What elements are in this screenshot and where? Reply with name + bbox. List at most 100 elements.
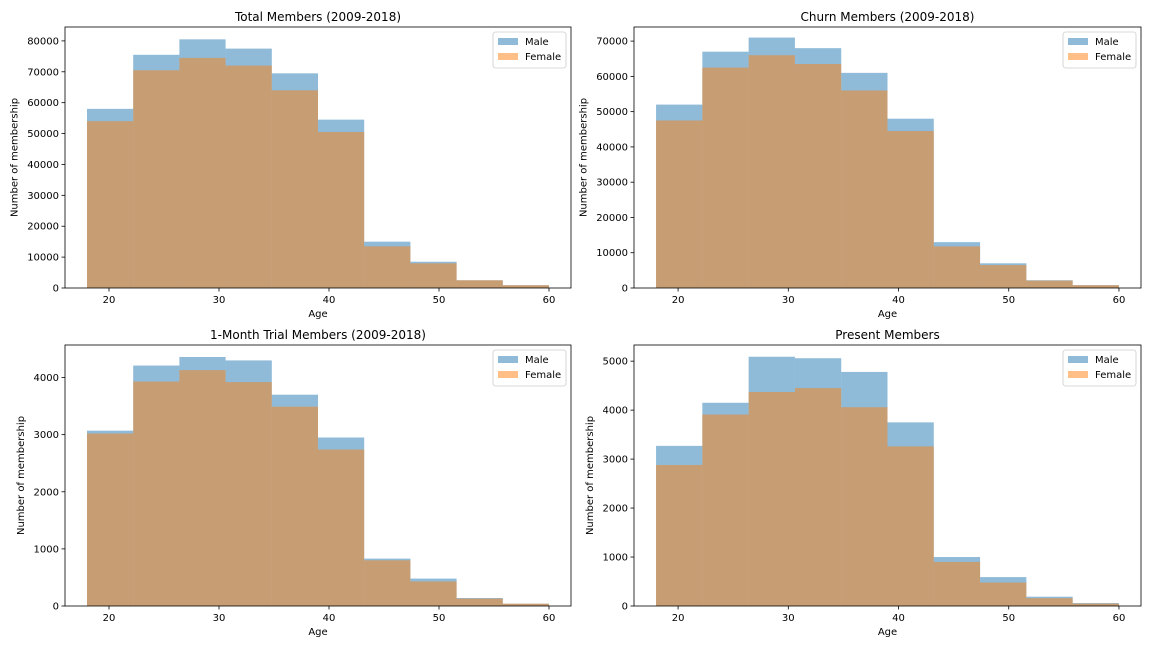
x-tick-label: 20 <box>672 613 685 624</box>
bar-female-1 <box>656 120 703 288</box>
chart-title: 1-Month Trial Members (2009-2018) <box>210 328 426 342</box>
chart-title: Present Members <box>835 328 939 342</box>
subplot-4: 20 30 40 50 60 0 1000 2000 3000 4000 5000 Present M… <box>585 328 1142 638</box>
x-tick-label: 50 <box>1002 613 1015 624</box>
x-tick-label: 60 <box>1113 295 1126 306</box>
bar-female-9 <box>456 280 503 288</box>
bar-female-5 <box>841 90 888 289</box>
bar-female-1 <box>87 121 134 289</box>
series-female <box>87 370 549 606</box>
x-tick-label: 60 <box>1113 613 1126 624</box>
legend-swatch-female <box>1068 53 1088 60</box>
x-tick-label: 20 <box>103 295 116 306</box>
bar-female-10 <box>1072 603 1119 606</box>
y-tick-label: 1000 <box>603 553 628 564</box>
bar-female-6 <box>887 446 934 606</box>
x-tick-label: 60 <box>543 295 556 306</box>
y-axis-label: Number of membership <box>585 416 596 535</box>
y-tick-label: 20000 <box>596 213 628 224</box>
legend-swatch-female <box>1068 371 1088 378</box>
y-tick-label: 30000 <box>596 178 628 189</box>
bar-female-2 <box>133 381 180 606</box>
x-axis-label: Age <box>878 627 897 638</box>
y-tick-label: 10000 <box>27 253 59 264</box>
bar-female-7 <box>933 561 981 606</box>
y-tick-label: 4000 <box>34 373 59 384</box>
x-tick-label: 50 <box>433 613 446 624</box>
y-tick-label: 2000 <box>603 504 628 515</box>
legend-label-female: Female <box>1095 370 1131 381</box>
bar-female-1 <box>656 464 703 606</box>
bar-female-4 <box>794 388 842 606</box>
bar-female-2 <box>133 70 180 288</box>
y-tick-label: 30000 <box>27 191 59 202</box>
y-tick-label: 40000 <box>27 160 59 171</box>
x-tick-label: 60 <box>543 613 556 624</box>
bar-female-5 <box>271 406 318 606</box>
bar-female-9 <box>1026 280 1073 288</box>
legend-label-male: Male <box>525 355 549 366</box>
legend-swatch-male <box>1068 38 1088 45</box>
y-tick-label: 70000 <box>596 37 628 48</box>
y-axis-label: Number of membership <box>579 98 590 217</box>
y-axis-label: Number of membership <box>10 98 21 217</box>
legend: Male Female <box>492 31 567 69</box>
bar-female-7 <box>364 246 411 288</box>
axes-frame <box>64 344 572 607</box>
y-tick-label: 40000 <box>596 142 628 153</box>
legend: Male Female <box>1062 349 1137 387</box>
bar-female-5 <box>841 407 888 606</box>
legend-label-female: Female <box>525 52 561 63</box>
legend-label-female: Female <box>1095 52 1131 63</box>
bar-female-2 <box>702 67 749 288</box>
legend-swatch-female <box>498 53 518 60</box>
bar-female-6 <box>318 449 365 606</box>
y-tick-label: 50000 <box>596 107 628 118</box>
subplot-1: 20 30 40 50 60 0 10000 20000 30000 40000 50000 6000… <box>10 10 572 320</box>
bar-female-9 <box>456 598 503 606</box>
bar-female-6 <box>318 132 365 288</box>
bar-female-3 <box>748 55 795 288</box>
bar-female-7 <box>364 560 411 606</box>
x-tick-label: 40 <box>892 295 905 306</box>
axes-frame <box>633 344 1142 607</box>
series-female <box>656 388 1119 606</box>
bar-female-6 <box>887 131 934 288</box>
y-tick-label: 3000 <box>603 455 628 466</box>
bar-female-3 <box>748 392 795 606</box>
bar-female-2 <box>702 414 749 606</box>
chart-title: Churn Members (2009-2018) <box>801 10 975 24</box>
chart-title: Total Members (2009-2018) <box>234 10 401 24</box>
series-female <box>87 57 549 289</box>
y-tick-label: 5000 <box>603 357 628 368</box>
y-tick-label: 2000 <box>34 487 59 498</box>
y-tick-label: 70000 <box>27 67 59 78</box>
legend-swatch-male <box>498 356 518 363</box>
legend: Male Female <box>1062 31 1137 69</box>
y-tick-label: 0 <box>622 284 628 295</box>
bar-female-4 <box>794 64 842 288</box>
legend-label-female: Female <box>525 370 561 381</box>
x-tick-label: 20 <box>672 295 685 306</box>
subplot-2: 20 30 40 50 60 0 10000 20000 30000 40000 50000 6000… <box>579 10 1142 320</box>
bar-female-10 <box>502 603 549 606</box>
x-tick-label: 50 <box>433 295 446 306</box>
legend-label-male: Male <box>1095 355 1119 366</box>
y-tick-label: 4000 <box>603 406 628 417</box>
bar-female-8 <box>980 265 1027 288</box>
legend-swatch-male <box>1068 356 1088 363</box>
bar-female-4 <box>225 382 272 606</box>
bar-female-4 <box>225 65 272 288</box>
y-tick-label: 0 <box>622 602 628 613</box>
bar-female-1 <box>87 433 134 606</box>
x-tick-label: 30 <box>782 613 795 624</box>
y-tick-label: 50000 <box>27 129 59 140</box>
y-tick-label: 1000 <box>34 544 59 555</box>
x-tick-label: 30 <box>213 613 226 624</box>
x-tick-label: 40 <box>892 613 905 624</box>
legend-label-male: Male <box>1095 37 1119 48</box>
bar-female-3 <box>179 57 226 288</box>
bar-female-8 <box>410 263 457 288</box>
subplot-3: 20 30 40 50 60 0 1000 2000 3000 4000 1-Month Trial… <box>16 328 572 638</box>
